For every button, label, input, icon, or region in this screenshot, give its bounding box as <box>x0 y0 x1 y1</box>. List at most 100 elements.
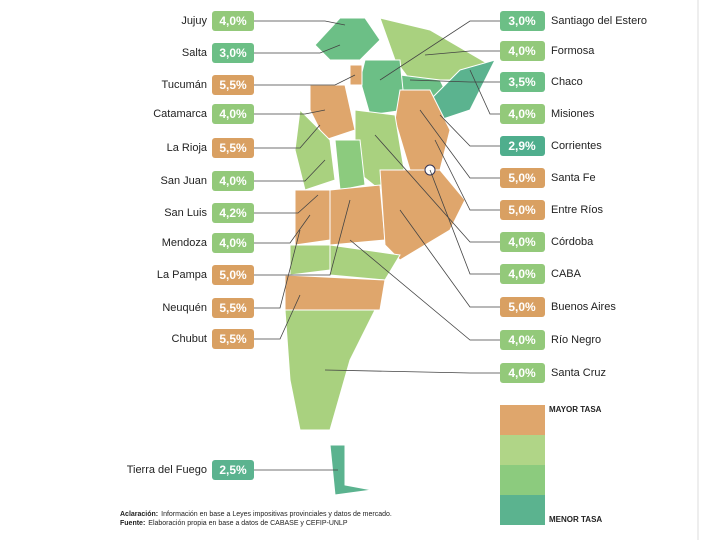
rate: 5,5% <box>219 301 247 315</box>
rate-box <box>212 171 254 191</box>
note-text: Elaboración propia en base a datos de CA… <box>148 520 348 527</box>
region <box>284 274 386 311</box>
province-name: Tierra del Fuego <box>127 464 207 476</box>
rate: 3,0% <box>508 14 536 28</box>
rate-box <box>500 41 545 61</box>
rate-box <box>500 264 545 284</box>
rate-box <box>212 298 254 318</box>
rate-box <box>212 11 254 31</box>
region <box>329 444 373 496</box>
rate-box <box>212 104 254 124</box>
legend-swatch <box>500 435 545 465</box>
rate: 4,0% <box>508 366 536 380</box>
notes: Aclaración: Información en base a Leyes i… <box>120 511 392 527</box>
province-name: Buenos Aires <box>551 301 616 313</box>
region <box>309 84 356 141</box>
note: Aclaración: Información en base a Leyes i… <box>120 511 392 518</box>
leader-line <box>324 369 500 374</box>
rate: 5,0% <box>508 203 536 217</box>
province-name: Catamarca <box>153 108 208 120</box>
rate-box <box>212 203 254 223</box>
province-name: Santiago del Estero <box>551 15 647 27</box>
region <box>314 17 381 61</box>
rate-box <box>500 330 545 350</box>
rate-box <box>212 75 254 95</box>
rate-box <box>500 200 545 220</box>
rate: 5,0% <box>508 300 536 314</box>
rate-box <box>212 329 254 349</box>
leader-line <box>349 239 500 341</box>
map <box>284 17 496 496</box>
province-name: San Juan <box>161 175 207 187</box>
province-name: La Rioja <box>167 142 208 154</box>
rate: 4,0% <box>508 44 536 58</box>
rate-box <box>212 138 254 158</box>
rate: 3,5% <box>508 75 536 89</box>
note-text: Información en base a Leyes impositivas … <box>161 511 392 518</box>
province-name: Córdoba <box>551 236 594 248</box>
province-name: Neuquén <box>162 302 207 314</box>
legend-top: MAYOR TASA <box>549 405 602 414</box>
province-name: CABA <box>551 268 582 280</box>
province-name: San Luis <box>164 207 207 219</box>
leader-line <box>429 169 500 275</box>
leader-line <box>409 79 500 83</box>
region <box>294 108 336 191</box>
leader-line <box>399 209 500 308</box>
province-name: Chaco <box>551 76 583 88</box>
leader-line <box>254 294 301 340</box>
leader-line <box>254 44 341 54</box>
leader-line <box>254 194 319 214</box>
rate: 4,0% <box>508 333 536 347</box>
province-name: Chubut <box>172 333 207 345</box>
province-name: Santa Fe <box>551 172 596 184</box>
legend-swatch <box>500 405 545 435</box>
province-name: Salta <box>182 47 208 59</box>
leader-line <box>254 229 301 309</box>
rate: 5,5% <box>219 141 247 155</box>
rate: 5,0% <box>219 268 247 282</box>
province-name: Corrientes <box>551 140 602 152</box>
leader-line <box>374 134 500 243</box>
rate: 5,5% <box>219 332 247 346</box>
legend-bottom: MENOR TASA <box>549 515 602 524</box>
province-name: Jujuy <box>181 15 207 27</box>
rate: 4,0% <box>219 107 247 121</box>
region <box>349 64 363 86</box>
rate-box <box>500 136 545 156</box>
rate-box <box>212 460 254 480</box>
rate: 4,0% <box>219 14 247 28</box>
province-name: Misiones <box>551 108 595 120</box>
region <box>334 139 366 191</box>
rate-box <box>212 233 254 253</box>
region <box>429 59 496 121</box>
note-label: Fuente: <box>120 520 145 527</box>
rate-box <box>500 168 545 188</box>
rate-box <box>500 11 545 31</box>
rate: 3,0% <box>219 46 247 60</box>
rate: 2,9% <box>508 139 536 153</box>
rate-box <box>500 297 545 317</box>
region <box>289 244 331 276</box>
leader-line <box>254 159 326 182</box>
note-label: Aclaración: <box>120 511 158 518</box>
leader-line <box>419 109 500 179</box>
region <box>294 189 331 246</box>
leader-line <box>469 69 500 115</box>
note: Fuente: Elaboración propia en base a dato… <box>120 520 348 527</box>
legend-swatch <box>500 465 545 495</box>
rate: 5,0% <box>508 171 536 185</box>
region <box>379 169 466 261</box>
legend-swatch <box>500 495 545 525</box>
rate: 4,0% <box>219 236 247 250</box>
rate: 4,2% <box>219 206 247 220</box>
leader-line <box>254 74 356 86</box>
province-name: Santa Cruz <box>551 367 606 379</box>
rate-box <box>500 363 545 383</box>
rate: 4,0% <box>508 235 536 249</box>
rate: 4,0% <box>508 107 536 121</box>
rate-box <box>500 232 545 252</box>
rate: 5,5% <box>219 78 247 92</box>
rate: 2,5% <box>219 463 247 477</box>
